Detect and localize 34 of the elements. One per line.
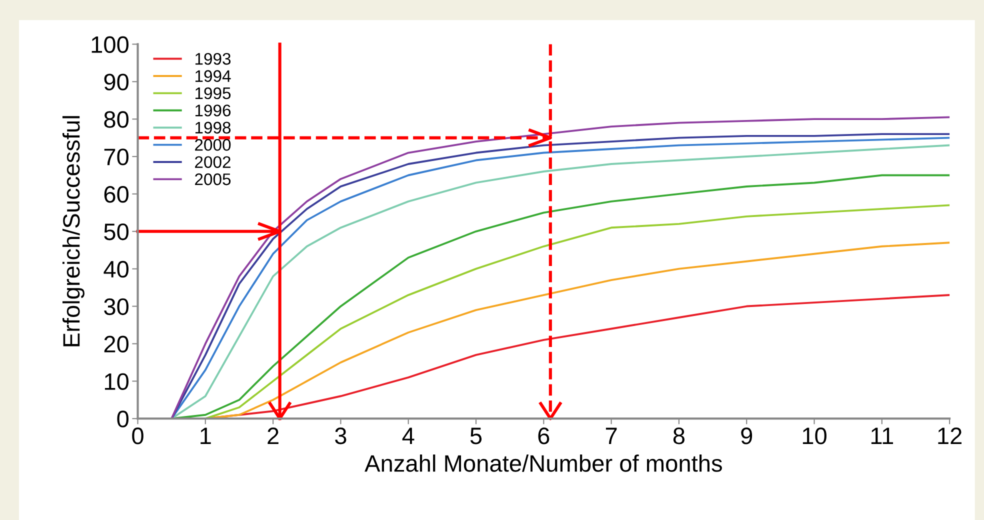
legend-label: 2000: [195, 138, 231, 151]
x-tick-label: 5: [470, 428, 482, 444]
y-tick-label: 20: [104, 336, 129, 353]
x-tick-label: 0: [132, 428, 144, 444]
y-axis-title: Erfolgreich/Successful: [62, 116, 84, 346]
y-tick-label: 40: [104, 260, 129, 278]
legend-label: 1995: [195, 87, 231, 100]
legend-label: 2002: [195, 156, 230, 168]
x-tick-label: 7: [606, 428, 617, 444]
y-tick-label: 0: [117, 410, 129, 428]
y-tick-label: 70: [104, 148, 129, 166]
y-tick-label: 30: [104, 298, 129, 316]
legend-label: 2005: [195, 173, 231, 186]
x-axis-title: Anzahl Monate/Number of months: [364, 454, 722, 472]
legend-label: 1998: [195, 122, 231, 134]
y-tick-label: 100: [92, 36, 129, 53]
x-tick-label: 8: [673, 428, 684, 444]
x-tick-label: 2: [268, 428, 278, 444]
legend-label: 1996: [195, 104, 231, 116]
y-tick-label: 60: [104, 186, 129, 203]
x-tick-label: 6: [538, 428, 550, 444]
y-tick-label: 80: [104, 111, 129, 128]
x-tick-label: 3: [335, 428, 346, 444]
y-tick-label: 10: [104, 373, 129, 390]
x-tick-label: 11: [871, 428, 894, 444]
x-tick-label: 9: [741, 428, 752, 444]
x-tick-label: 10: [802, 428, 826, 444]
x-tick-label: 12: [938, 428, 962, 444]
legend-label: 1994: [195, 70, 231, 82]
y-tick-label: 90: [104, 74, 129, 90]
x-tick-label: 4: [402, 428, 414, 444]
x-tick-label: 1: [200, 428, 211, 444]
legend-label: 1993: [195, 52, 231, 65]
y-tick-label: 50: [104, 223, 129, 240]
